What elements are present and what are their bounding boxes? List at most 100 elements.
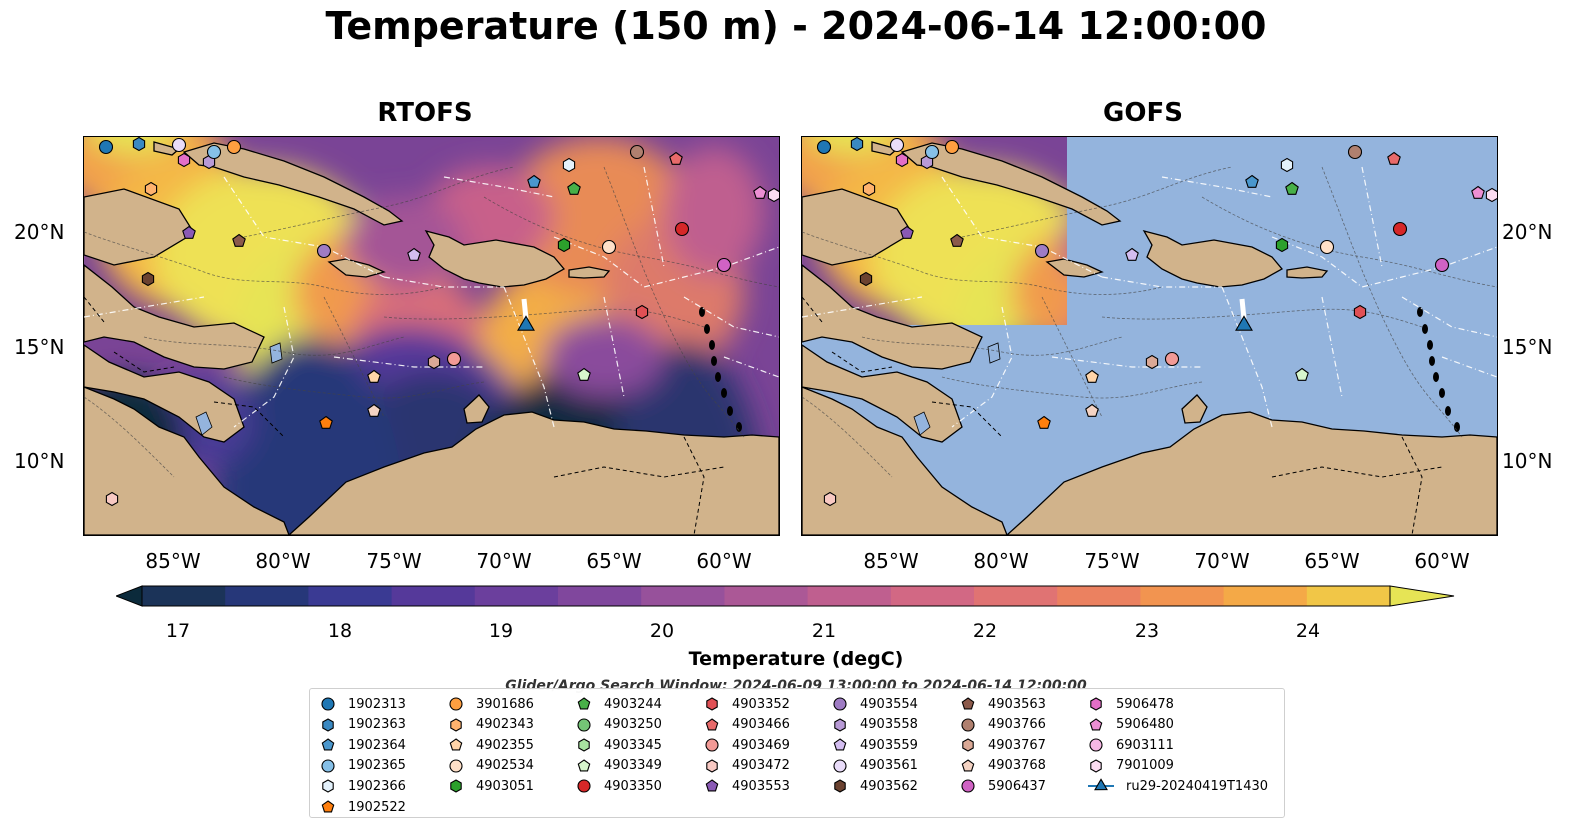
argo-float-4903553[interactable] bbox=[182, 225, 196, 239]
legend-marker[interactable] bbox=[321, 697, 335, 711]
argo-float-4903562[interactable] bbox=[141, 271, 155, 287]
argo-float-4903466[interactable] bbox=[1387, 151, 1401, 165]
legend-marker[interactable] bbox=[321, 800, 335, 813]
argo-float-4903561[interactable] bbox=[889, 137, 905, 153]
rtofs-map[interactable] bbox=[83, 136, 780, 536]
argo-float-1902364[interactable] bbox=[527, 174, 541, 188]
legend-marker[interactable] bbox=[833, 697, 847, 711]
argo-float-4903244[interactable] bbox=[1285, 181, 1299, 195]
legend-marker[interactable] bbox=[321, 759, 335, 773]
argo-float-4903554[interactable] bbox=[316, 243, 332, 259]
argo-float-4903469[interactable] bbox=[446, 351, 462, 367]
legend-marker[interactable] bbox=[705, 738, 719, 752]
argo-float-4902534[interactable] bbox=[1319, 239, 1335, 255]
legend-marker[interactable] bbox=[705, 717, 719, 731]
legend-marker[interactable] bbox=[1094, 778, 1108, 791]
legend-marker[interactable] bbox=[577, 718, 591, 732]
argo-float-4902534[interactable] bbox=[601, 239, 617, 255]
legend-marker[interactable] bbox=[1089, 738, 1103, 752]
legend-marker[interactable] bbox=[1090, 697, 1102, 711]
argo-float-4903767[interactable] bbox=[1145, 354, 1159, 370]
legend-marker[interactable] bbox=[1089, 717, 1103, 731]
argo-float-1902365[interactable] bbox=[924, 144, 940, 160]
argo-float-1902366[interactable] bbox=[562, 157, 576, 173]
argo-float-4903472[interactable] bbox=[823, 491, 837, 507]
argo-float-7901009[interactable] bbox=[1485, 187, 1497, 203]
argo-float-1902522[interactable] bbox=[319, 415, 333, 429]
legend-marker[interactable] bbox=[834, 779, 846, 794]
argo-float-4903561[interactable] bbox=[171, 137, 187, 153]
argo-float-4903244[interactable] bbox=[567, 181, 581, 195]
argo-float-4903350[interactable] bbox=[674, 221, 690, 237]
legend-marker[interactable] bbox=[962, 738, 974, 752]
legend-marker[interactable] bbox=[961, 718, 975, 732]
argo-float-1902313[interactable] bbox=[816, 139, 832, 155]
legend-marker[interactable] bbox=[706, 759, 718, 773]
argo-float-5906478[interactable] bbox=[177, 152, 191, 168]
legend-marker[interactable] bbox=[322, 717, 334, 732]
argo-float-1902522[interactable] bbox=[1037, 415, 1051, 429]
argo-float-1902313[interactable] bbox=[98, 139, 114, 155]
argo-float-4903349[interactable] bbox=[577, 367, 591, 381]
argo-float-4903768[interactable] bbox=[367, 403, 381, 417]
argo-float-5906480[interactable] bbox=[1471, 185, 1485, 199]
argo-float-4903768[interactable] bbox=[1085, 403, 1099, 417]
argo-float-5906437[interactable] bbox=[1434, 257, 1450, 273]
legend-marker[interactable] bbox=[706, 697, 718, 711]
legend-marker[interactable] bbox=[450, 779, 462, 794]
legend-marker[interactable] bbox=[961, 759, 975, 772]
legend-marker[interactable] bbox=[449, 738, 463, 751]
argo-float-4903472[interactable] bbox=[105, 491, 119, 507]
argo-float-4903349[interactable] bbox=[1295, 367, 1309, 381]
legend-marker[interactable] bbox=[1090, 759, 1102, 773]
argo-float-4903562[interactable] bbox=[859, 271, 873, 287]
argo-float-4903766[interactable] bbox=[629, 144, 645, 160]
argo-float-5906478[interactable] bbox=[895, 152, 909, 168]
argo-float-3901686[interactable] bbox=[944, 139, 960, 155]
argo-float-4903554[interactable] bbox=[1034, 243, 1050, 259]
legend-marker[interactable] bbox=[321, 738, 335, 751]
legend-marker[interactable] bbox=[577, 759, 591, 772]
argo-float-1902363[interactable] bbox=[850, 137, 864, 152]
legend-marker[interactable] bbox=[577, 697, 591, 710]
argo-float-4903563[interactable] bbox=[232, 233, 246, 247]
argo-float-4902355[interactable] bbox=[367, 369, 381, 383]
gofs-map[interactable] bbox=[801, 136, 1498, 536]
legend-marker[interactable] bbox=[577, 779, 591, 793]
argo-float-4903051[interactable] bbox=[557, 237, 571, 253]
argo-float-4903553[interactable] bbox=[900, 225, 914, 239]
argo-float-4902355[interactable] bbox=[1085, 369, 1099, 383]
argo-float-5906437[interactable] bbox=[716, 257, 732, 273]
glider-marker-ru29[interactable] bbox=[1235, 315, 1253, 331]
legend-marker[interactable] bbox=[833, 759, 847, 773]
argo-float-4903352[interactable] bbox=[1353, 304, 1367, 320]
argo-float-1902365[interactable] bbox=[206, 144, 222, 160]
argo-float-4903352[interactable] bbox=[635, 304, 649, 320]
legend-marker[interactable] bbox=[322, 779, 334, 794]
legend-marker[interactable] bbox=[450, 717, 462, 732]
legend-marker[interactable] bbox=[961, 779, 975, 793]
argo-float-1902364[interactable] bbox=[1245, 174, 1259, 188]
glider-marker-ru29[interactable] bbox=[517, 315, 535, 331]
argo-float-4903469[interactable] bbox=[1164, 351, 1180, 367]
argo-float-4902343[interactable] bbox=[862, 181, 876, 197]
argo-float-4903051[interactable] bbox=[1275, 237, 1289, 253]
legend-marker[interactable] bbox=[961, 697, 975, 710]
legend-marker[interactable] bbox=[834, 717, 846, 732]
argo-float-5906480[interactable] bbox=[753, 185, 767, 199]
argo-float-4903563[interactable] bbox=[950, 233, 964, 247]
legend-marker[interactable] bbox=[578, 738, 590, 752]
argo-float-7901009[interactable] bbox=[767, 187, 779, 203]
argo-float-4903766[interactable] bbox=[1347, 144, 1363, 160]
legend-marker[interactable] bbox=[449, 759, 463, 773]
argo-float-3901686[interactable] bbox=[226, 139, 242, 155]
argo-float-4903466[interactable] bbox=[669, 151, 683, 165]
legend-marker[interactable] bbox=[833, 738, 847, 751]
argo-float-1902366[interactable] bbox=[1280, 157, 1294, 173]
legend-marker[interactable] bbox=[705, 779, 719, 792]
argo-float-4903559[interactable] bbox=[407, 247, 421, 261]
argo-float-4903767[interactable] bbox=[427, 354, 441, 370]
argo-float-4903559[interactable] bbox=[1125, 247, 1139, 261]
argo-float-4903350[interactable] bbox=[1392, 221, 1408, 237]
argo-float-4902343[interactable] bbox=[144, 181, 158, 197]
